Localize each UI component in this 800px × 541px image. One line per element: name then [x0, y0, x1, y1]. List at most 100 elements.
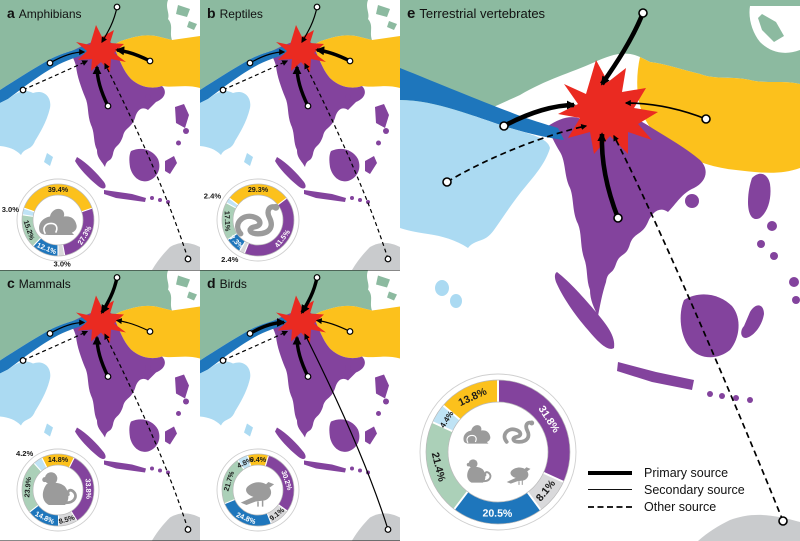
arrow-origin-marker	[219, 357, 227, 364]
panel-tag: d	[207, 275, 216, 291]
legend-row-primary: Primary source	[588, 464, 745, 481]
donut-segment-purple	[497, 380, 570, 482]
donut-segment-label: 29.3%	[248, 185, 269, 194]
region-purple	[150, 196, 154, 200]
region-purple	[719, 393, 725, 399]
panel-title: a Amphibians	[7, 5, 82, 21]
legend-label-other: Other source	[644, 499, 717, 514]
region-purple	[104, 460, 146, 473]
panel-birds: d Birds 9.4% 30.2% 9.1% 24.8% 21.7% 4.8%	[200, 270, 400, 541]
arrow-north-primary-source	[600, 12, 646, 86]
region-purple	[358, 198, 362, 202]
legend-line-primary-source-icon	[588, 470, 632, 475]
region-light_blue	[0, 361, 51, 426]
region-purple	[150, 466, 154, 471]
donut-segment-label: 39.4%	[48, 185, 69, 194]
region-purple	[129, 419, 160, 452]
region-purple	[685, 194, 699, 208]
donut-segment-green	[22, 214, 42, 247]
region-purple	[358, 468, 362, 473]
panel-tag: a	[7, 5, 15, 21]
region-blue	[0, 315, 90, 374]
region-purple	[680, 294, 739, 358]
arrow-origin-marker	[19, 357, 27, 364]
panel-mammals: c Mammals 14.8% 33.8% 8.5% 14.8% 23.9% 4.2%	[0, 270, 200, 541]
region-purple	[158, 198, 162, 202]
region-purple	[350, 466, 354, 471]
region-green	[187, 21, 197, 30]
donut-segment-blue	[454, 491, 541, 524]
donut-segment-label: 17.1%	[223, 211, 233, 232]
arrow-south-primary-source	[92, 335, 110, 378]
arrow-southwest-other-source	[222, 60, 289, 91]
donut-outside-label: 3.0%	[2, 205, 20, 214]
panel-title: c Mammals	[7, 275, 71, 291]
region-purple	[365, 426, 377, 445]
panel-title-text: Birds	[219, 277, 247, 291]
region-green	[758, 14, 784, 42]
region-purple	[365, 156, 377, 174]
panel-title-text: Amphibians	[18, 7, 82, 21]
legend-label-secondary: Secondary source	[644, 482, 745, 497]
donut-segment-yellow	[41, 454, 75, 468]
donut-segment-green	[22, 463, 42, 513]
region-purple	[165, 156, 177, 174]
arrow-east-secondary-source	[624, 100, 707, 120]
panel-amphibians: a Amphibians 39.4% 27.3% 3.0% 12.1% 15.2% 3.0%	[0, 0, 200, 270]
region-purple	[166, 200, 170, 204]
region-green	[387, 21, 397, 30]
region-purple	[789, 277, 799, 287]
donut-segment-green	[222, 202, 238, 240]
region-purple	[376, 140, 381, 146]
region-purple	[176, 411, 181, 416]
region-purple	[166, 470, 170, 475]
arrow-origin-marker	[19, 86, 27, 94]
region-light_blue	[400, 100, 550, 248]
region-purple	[183, 128, 189, 134]
arrow-origin-marker	[146, 328, 154, 335]
region-light_blue	[44, 153, 53, 166]
region-yellow	[113, 35, 200, 88]
snake-icon	[235, 203, 280, 237]
panel-reptiles: b Reptiles 29.3% 41.5% 2.4% 7.3% 17.1% 2.4%	[200, 0, 400, 270]
panel-title: e Terrestrial vertebrates	[407, 5, 545, 22]
arrow-origin-marker	[113, 3, 121, 11]
region-red	[76, 25, 126, 72]
region-purple	[75, 157, 106, 189]
monkey-icon	[42, 472, 77, 505]
panel-title-text: Reptiles	[219, 7, 263, 21]
region-yellow	[313, 305, 400, 359]
region-green	[376, 275, 390, 288]
region-purple	[375, 104, 389, 128]
region-purple	[129, 148, 160, 182]
region-purple	[747, 397, 753, 403]
arrow-origin-marker	[442, 177, 452, 187]
arrow-north-secondary-source	[101, 6, 118, 44]
arrow-origin-marker	[146, 57, 154, 65]
arrow-origin-marker	[184, 526, 192, 533]
arrow-south-primary-source	[92, 65, 110, 107]
region-blue	[200, 45, 290, 103]
region-purple	[158, 468, 162, 473]
region-purple	[145, 94, 151, 100]
donut-segment-light_blue	[226, 198, 239, 209]
arrow-southwest-other-source	[22, 60, 89, 91]
region-light_blue	[200, 361, 251, 426]
arrow-southeast-other-source	[104, 333, 189, 530]
arrow-west-primary-source	[249, 318, 286, 335]
arrow-origin-marker	[384, 526, 392, 533]
arrow-southwest-other-source	[222, 330, 289, 362]
region-red	[276, 295, 326, 343]
panel-tag: e	[407, 5, 416, 22]
donut-outside-label: 2.4%	[204, 192, 222, 201]
region-purple	[376, 411, 381, 416]
arrow-south-primary-source	[292, 335, 310, 378]
donut-outside-label: 2.4%	[221, 255, 239, 264]
donut-segment-purple	[264, 455, 294, 511]
region-purple	[757, 240, 765, 248]
arrow-origin-marker	[638, 8, 648, 18]
donut-segment-green	[222, 460, 245, 504]
region-light_blue	[244, 153, 253, 166]
region-gray_land	[698, 514, 800, 541]
bird-icon	[506, 467, 531, 485]
